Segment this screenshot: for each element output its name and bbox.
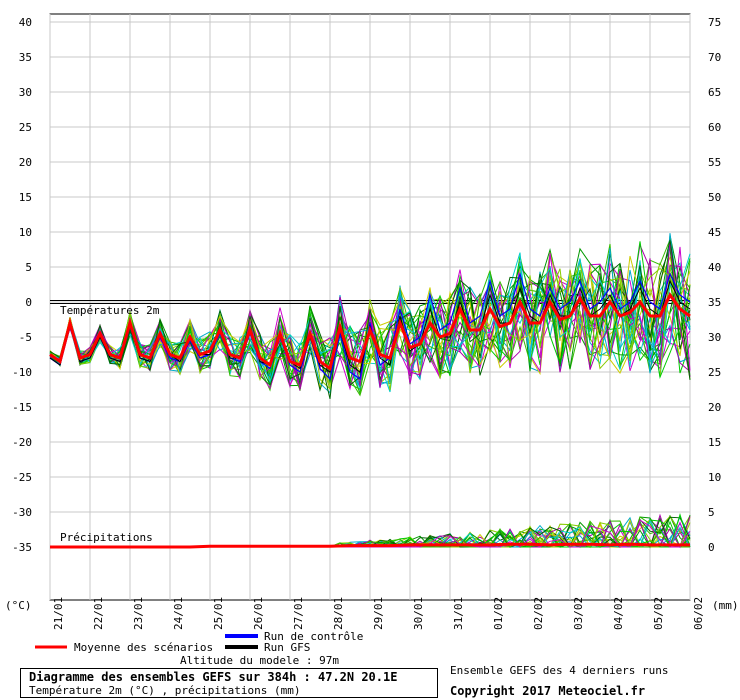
x-tick-label: 29/01 [372, 597, 385, 630]
x-tick-label: 23/01 [132, 597, 145, 630]
altitude-label: Altitude du modele : 97m [180, 654, 339, 667]
title-box: Diagramme des ensembles GEFS sur 384h : … [20, 668, 438, 698]
x-tick-label: 27/01 [292, 597, 305, 630]
legend-control-label: Run de contrôle [264, 630, 363, 643]
ensemble-member-line [49, 237, 691, 397]
left-tick-label: 0 [25, 296, 32, 309]
axes: 4035302520151050-5-10-15-20-25-30-357570… [5, 16, 739, 654]
x-tick-label: 05/02 [652, 597, 665, 630]
left-tick-label: -15 [12, 401, 32, 414]
left-tick-label: 30 [19, 86, 32, 99]
left-tick-label: 40 [19, 16, 32, 29]
left-tick-label: -20 [12, 436, 32, 449]
right-tick-label: 25 [708, 366, 721, 379]
legend-gfs-label: Run GFS [264, 641, 310, 654]
left-tick-label: 20 [19, 156, 32, 169]
mean-line [49, 292, 691, 371]
panel-label-temperature: Températures 2m [60, 304, 160, 317]
ensemble-note: Ensemble GEFS des 4 derniers runs [450, 664, 669, 677]
left-tick-label: -5 [19, 331, 32, 344]
panel-label-precipitation: Précipitations [60, 531, 153, 544]
x-tick-label: 30/01 [412, 597, 425, 630]
x-tick-label: 03/02 [572, 597, 585, 630]
ensemble-member-line [49, 239, 691, 400]
x-tick-label: 25/01 [212, 597, 225, 630]
x-tick-label: 22/01 [92, 597, 105, 630]
left-tick-label: 25 [19, 121, 32, 134]
right-tick-label: 55 [708, 156, 721, 169]
right-tick-label: 70 [708, 51, 721, 64]
left-tick-label: 35 [19, 51, 32, 64]
x-tick-label: 26/01 [252, 597, 265, 630]
right-tick-label: 20 [708, 401, 721, 414]
right-tick-label: 60 [708, 121, 721, 134]
left-tick-label: 5 [25, 261, 32, 274]
left-tick-label: -30 [12, 506, 32, 519]
right-tick-label: 15 [708, 436, 721, 449]
x-tick-label: 31/01 [452, 597, 465, 630]
legend-mean-label: Moyenne des scénarios [74, 641, 213, 654]
right-tick-label: 30 [708, 331, 721, 344]
precip-mean-line [50, 542, 690, 549]
chart-subtitle: Température 2m (°C) , précipitations (mm… [29, 684, 301, 697]
x-tick-label: 06/02 [692, 597, 705, 630]
x-tick-label: 21/01 [52, 597, 65, 630]
left-unit-label: (°C) [5, 599, 32, 612]
x-tick-label: 28/01 [332, 597, 345, 630]
left-tick-label: 10 [19, 226, 32, 239]
left-tick-label: -25 [12, 471, 32, 484]
right-tick-label: 5 [708, 506, 715, 519]
right-tick-label: 0 [708, 541, 715, 554]
right-tick-label: 35 [708, 296, 721, 309]
x-tick-label: 01/02 [492, 597, 505, 630]
right-tick-label: 40 [708, 261, 721, 274]
copyright: Copyright 2017 Meteociel.fr [450, 684, 646, 698]
right-tick-label: 50 [708, 191, 721, 204]
left-tick-label: -35 [12, 541, 32, 554]
left-tick-label: 15 [19, 191, 32, 204]
x-tick-label: 02/02 [532, 597, 545, 630]
right-tick-label: 65 [708, 86, 721, 99]
left-tick-label: -10 [12, 366, 32, 379]
main-series [49, 271, 691, 549]
right-tick-label: 10 [708, 471, 721, 484]
chart-title: Diagramme des ensembles GEFS sur 384h : … [29, 670, 398, 684]
right-tick-label: 75 [708, 16, 721, 29]
right-tick-label: 45 [708, 226, 721, 239]
right-unit-label: (mm) [712, 599, 739, 612]
x-tick-label: 24/01 [172, 597, 185, 630]
x-tick-label: 04/02 [612, 597, 625, 630]
